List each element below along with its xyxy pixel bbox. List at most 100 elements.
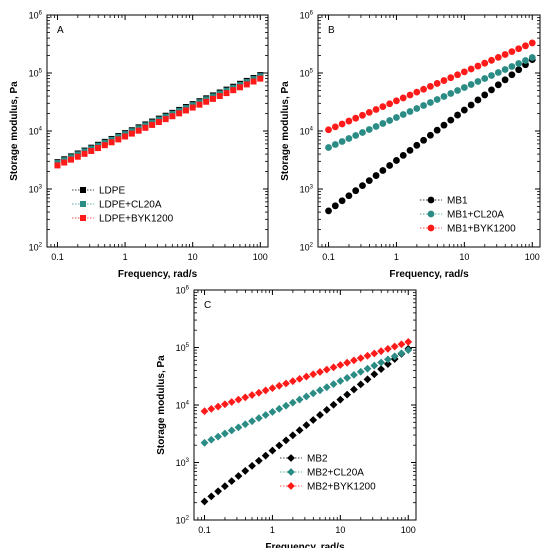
data-point <box>350 385 358 394</box>
data-point <box>345 135 353 142</box>
data-point <box>209 95 216 102</box>
data-point <box>399 111 407 118</box>
y-tick-label: 104 <box>29 127 43 137</box>
data-point <box>350 370 358 379</box>
data-point <box>74 153 81 160</box>
data-point <box>406 108 414 115</box>
data-point <box>200 407 209 416</box>
data-point <box>345 117 353 125</box>
data-point <box>420 136 427 144</box>
data-point <box>379 167 387 174</box>
legend-marker <box>427 196 435 204</box>
data-point <box>379 103 387 111</box>
legend-item: MB1 <box>420 196 468 207</box>
data-point <box>383 360 392 368</box>
data-point <box>522 57 529 64</box>
data-point <box>115 136 122 143</box>
y-tick-label: 103 <box>176 458 190 468</box>
y-tick-label: 102 <box>176 516 190 526</box>
data-point <box>316 411 324 419</box>
data-point <box>214 402 223 411</box>
legend-marker <box>287 454 295 462</box>
x-tick-label: 10 <box>335 525 345 535</box>
data-point <box>230 87 237 94</box>
data-point <box>200 438 209 447</box>
data-point <box>393 97 400 105</box>
data-point <box>316 368 324 376</box>
data-point <box>302 392 311 401</box>
data-point <box>261 386 270 395</box>
y-tick-label: 102 <box>300 243 314 253</box>
series-mb1-cl20a <box>325 54 536 151</box>
data-point <box>220 400 229 409</box>
data-point <box>440 77 448 84</box>
data-point <box>515 66 523 74</box>
data-point <box>488 72 495 79</box>
y-tick-label: 105 <box>176 343 190 353</box>
data-point <box>108 139 115 146</box>
data-point <box>359 182 366 190</box>
data-point <box>501 76 509 84</box>
x-tick-label: 1 <box>270 525 275 535</box>
legend-marker <box>427 210 435 218</box>
series-mb1-byk1200 <box>325 39 536 134</box>
data-point <box>95 145 102 152</box>
data-point <box>135 127 142 134</box>
data-point <box>522 42 529 50</box>
data-point <box>356 367 365 376</box>
data-point <box>488 56 495 64</box>
data-point <box>363 375 372 384</box>
x-tick-label: 0.1 <box>198 525 211 535</box>
data-point <box>494 69 502 76</box>
data-point <box>393 114 400 121</box>
data-point <box>128 130 135 137</box>
data-point <box>338 120 346 128</box>
data-point <box>207 404 216 413</box>
panel-label: B <box>328 25 335 36</box>
legend-label: LDPE+CL20A <box>99 200 162 211</box>
legend: MB1 MB1+CL20A MB1+BYK1200 <box>420 196 516 235</box>
data-point <box>216 92 223 99</box>
legend-item: LDPE+BYK1200 <box>72 214 174 225</box>
x-axis-label: Frequency, rad/s <box>389 269 469 280</box>
y-tick-label: 106 <box>176 286 190 296</box>
data-point <box>467 81 475 88</box>
data-point <box>268 384 277 393</box>
data-point <box>508 63 516 70</box>
data-point <box>413 141 421 149</box>
data-point <box>275 381 284 390</box>
y-tick-label: 104 <box>300 127 314 137</box>
x-axis-label: Frequency, rad/s <box>118 269 198 280</box>
data-point <box>343 390 352 399</box>
panel-label: A <box>57 25 64 36</box>
y-tick-label: 106 <box>29 11 43 21</box>
data-point <box>196 101 203 108</box>
y-tick-label: 104 <box>176 401 190 411</box>
data-point <box>254 456 263 465</box>
legend-label: MB1+CL20A <box>447 210 504 221</box>
data-point <box>322 383 331 392</box>
data-point <box>386 162 394 169</box>
data-point <box>261 451 270 460</box>
data-point <box>282 401 290 410</box>
x-tick-label: 100 <box>401 525 416 535</box>
data-point <box>454 87 461 94</box>
data-point <box>309 370 318 379</box>
data-point <box>440 93 448 100</box>
data-point <box>237 84 244 91</box>
data-point <box>404 346 413 355</box>
data-point <box>248 417 256 426</box>
data-point <box>393 157 400 164</box>
data-point <box>370 349 379 358</box>
data-point <box>220 429 229 438</box>
data-point <box>54 162 61 169</box>
data-point <box>515 60 523 67</box>
data-point <box>227 426 236 435</box>
data-point <box>467 65 475 73</box>
data-point <box>528 39 536 47</box>
legend-label: MB2+CL20A <box>307 468 364 479</box>
x-tick-label: 100 <box>253 252 268 262</box>
data-point <box>474 96 482 104</box>
data-point <box>379 120 387 127</box>
data-point <box>88 147 95 154</box>
